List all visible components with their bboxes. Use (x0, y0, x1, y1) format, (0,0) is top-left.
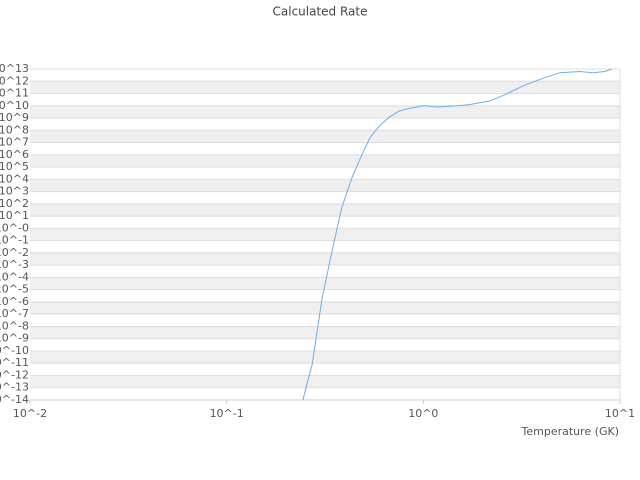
line (302, 68, 613, 401)
x-tick-label: 10^-2 (13, 407, 47, 420)
y-tick-label: 10^-11 (0, 356, 29, 369)
y-tick-label: 10^-8 (0, 319, 29, 332)
y-tick-label: 10^-14 (0, 393, 29, 406)
y-tick-label: 10^1 (0, 209, 29, 222)
x-axis-label: Temperature (GK) (521, 425, 620, 438)
y-tick-label: 10^7 (0, 136, 29, 149)
y-tick-label: 10^5 (0, 160, 29, 173)
grid-band (30, 301, 620, 315)
grid-band (30, 228, 620, 241)
grid-band (30, 105, 620, 119)
y-tick-label: 10^-12 (0, 368, 29, 381)
y-tick-label: 10^-13 (0, 381, 29, 394)
x-tick-label: 10^1 (605, 407, 635, 420)
y-tick-label: 10^3 (0, 185, 29, 198)
y-tick-label: 10^-9 (0, 332, 29, 345)
y-tick-label: 10^-10 (0, 344, 29, 357)
y-tick-label: 10^8 (0, 123, 29, 136)
y-tick-label: 10^4 (0, 172, 29, 185)
y-tick-label: 10^-5 (0, 283, 29, 296)
grid-band (30, 154, 620, 168)
y-tick-label: 10^2 (0, 197, 29, 210)
grid-band (30, 81, 620, 94)
y-tick-label: 10^-0 (0, 221, 29, 234)
grid-band (30, 252, 620, 266)
y-tick-label: 10^-3 (0, 258, 29, 271)
y-tick-label: 10^6 (0, 148, 29, 161)
grid-band (30, 350, 620, 364)
grid-band (30, 203, 620, 217)
y-tick-label: 10^-2 (0, 246, 29, 259)
y-tick-label: 10^9 (0, 111, 29, 124)
x-tick-label: 10^-1 (210, 407, 244, 420)
y-tick-label: 10^-4 (0, 270, 29, 283)
grid-band (30, 375, 620, 388)
y-tick-label: 10^-1 (0, 234, 29, 247)
x-tick-label: 10^0 (408, 407, 438, 420)
grid-band (30, 326, 620, 339)
y-tick-label: 10^-7 (0, 307, 29, 320)
y-tick-label: 10^10 (0, 99, 29, 112)
grid-band (30, 179, 620, 192)
y-tick-label: 10^13 (0, 62, 29, 75)
chart-title: Calculated Rate (273, 5, 368, 19)
y-tick-label: 10^11 (0, 87, 29, 100)
y-tick-label: 10^-6 (0, 295, 29, 308)
y-tick-label: 10^12 (0, 74, 29, 87)
grid-band (30, 130, 620, 143)
